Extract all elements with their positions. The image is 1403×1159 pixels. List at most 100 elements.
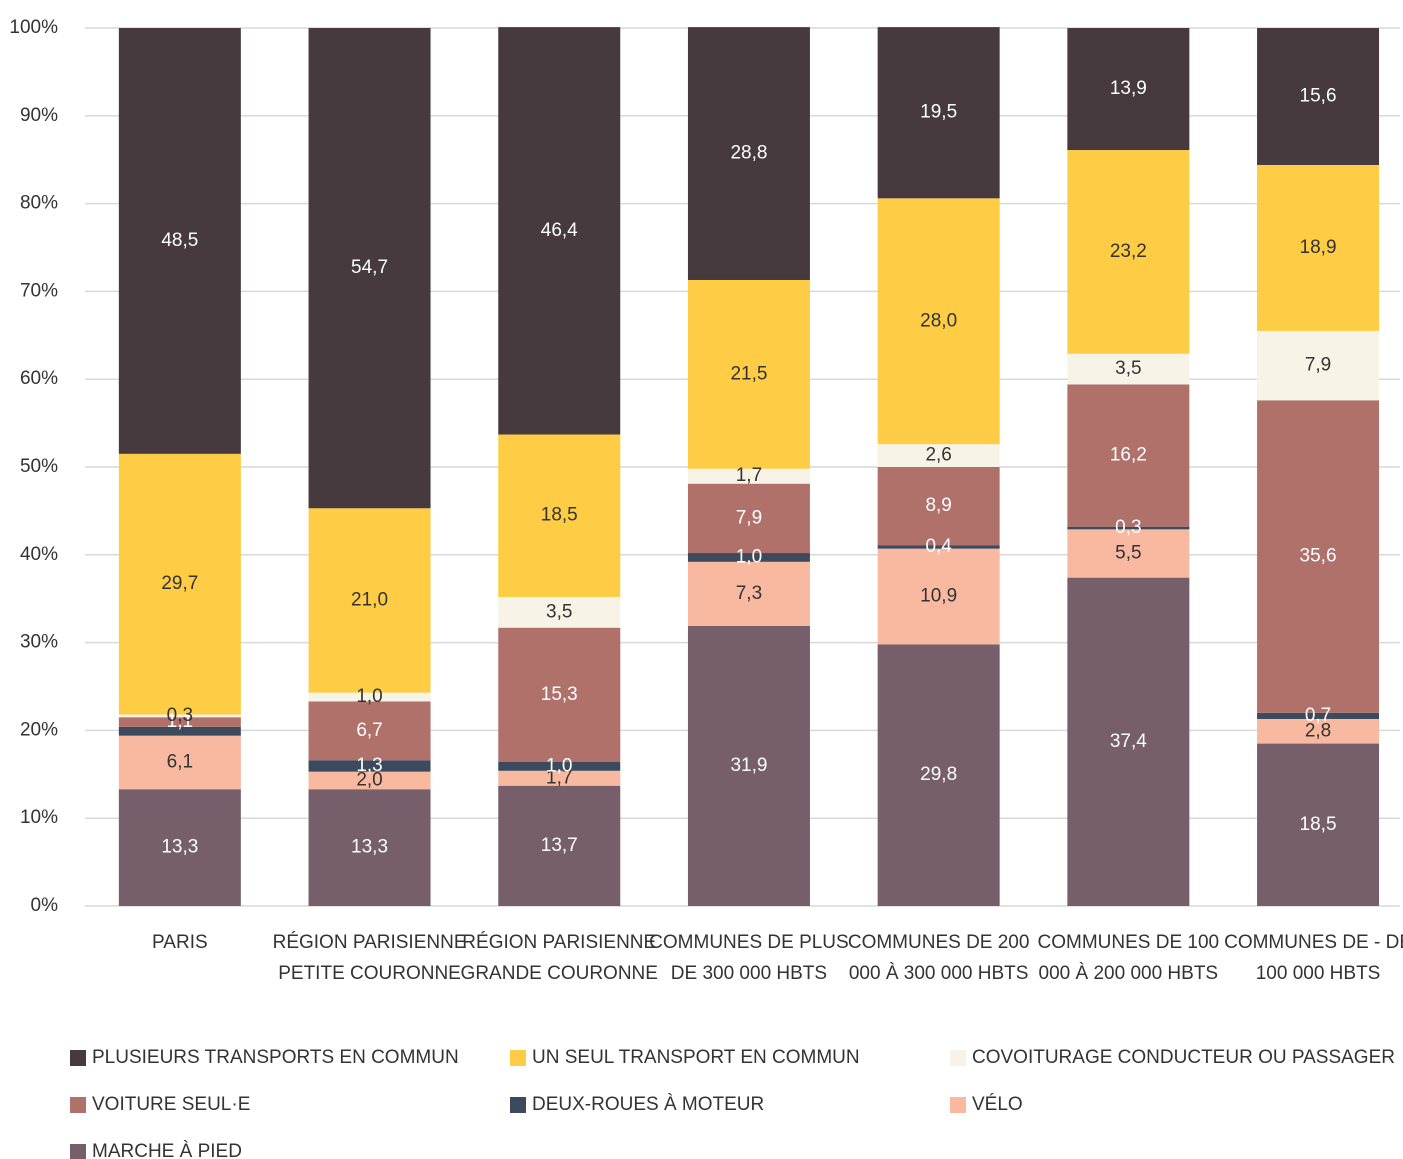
legend-swatch bbox=[70, 1050, 86, 1066]
bar-segment bbox=[877, 27, 1000, 199]
legend-swatch bbox=[510, 1097, 526, 1113]
data-label: 3,5 bbox=[1115, 358, 1141, 379]
data-label: 6,1 bbox=[167, 751, 193, 772]
data-label: 7,9 bbox=[1305, 355, 1331, 376]
bar-segment bbox=[1067, 28, 1190, 151]
data-label: 1,0 bbox=[736, 546, 762, 567]
y-tick-label: 10% bbox=[20, 807, 58, 828]
data-label: 3,5 bbox=[546, 601, 572, 622]
data-label: 13,9 bbox=[1110, 78, 1147, 99]
data-label: 15,6 bbox=[1300, 85, 1337, 106]
bar-segment bbox=[687, 483, 810, 554]
legend-label: DEUX-ROUES À MOTEUR bbox=[532, 1094, 764, 1115]
data-label: 0,3 bbox=[167, 705, 193, 726]
y-tick-label: 0% bbox=[31, 895, 59, 916]
data-label: 46,4 bbox=[541, 220, 578, 241]
data-label: 2,8 bbox=[1305, 720, 1331, 741]
data-label: 29,8 bbox=[920, 764, 957, 785]
bar-segment bbox=[498, 27, 621, 435]
data-label: 1,0 bbox=[356, 686, 382, 707]
y-tick-label: 30% bbox=[20, 632, 58, 653]
bar-segment bbox=[308, 701, 431, 761]
x-tick-line: 100 000 HBTS bbox=[1256, 963, 1381, 984]
bar-segment bbox=[118, 714, 241, 718]
y-tick-label: 50% bbox=[20, 456, 58, 477]
data-label: 1,7 bbox=[736, 465, 762, 486]
y-tick-label: 100% bbox=[9, 17, 58, 38]
bar-segment bbox=[498, 785, 621, 906]
bar-segment bbox=[1257, 743, 1380, 906]
y-tick-label: 80% bbox=[20, 193, 58, 214]
x-tick-line: RÉGION PARISIENNE bbox=[462, 932, 656, 953]
bar-segment bbox=[1257, 400, 1380, 713]
data-label: 5,5 bbox=[1115, 542, 1141, 563]
x-tick-label: COMMUNES DE 200 000 À 300 000 HBTS bbox=[848, 932, 1030, 984]
legend-label: VÉLO bbox=[972, 1094, 1023, 1115]
data-label: 7,3 bbox=[736, 583, 762, 604]
y-tick-label: 70% bbox=[20, 280, 58, 301]
data-label: 37,4 bbox=[1110, 731, 1147, 752]
bar-segment bbox=[308, 789, 431, 906]
legend-swatch bbox=[510, 1050, 526, 1066]
x-tick-label: PARIS bbox=[152, 932, 208, 953]
bar-segment bbox=[1257, 28, 1380, 165]
bar-segment bbox=[308, 771, 431, 790]
x-tick-line: 000 À 200 000 HBTS bbox=[1039, 963, 1219, 984]
data-label: 35,6 bbox=[1300, 546, 1337, 567]
bar-segment bbox=[118, 789, 241, 906]
data-label: 0,4 bbox=[925, 536, 952, 557]
x-tick-label: COMMUNES DE 100 000 À 200 000 HBTS bbox=[1038, 932, 1220, 984]
data-label: 0,7 bbox=[1305, 705, 1331, 726]
data-label: 23,2 bbox=[1110, 241, 1147, 262]
x-tick-label: COMMUNES DE PLUS DE 300 000 HBTS bbox=[649, 932, 849, 984]
bar-segment bbox=[1257, 712, 1380, 719]
bar-segment bbox=[687, 625, 810, 906]
legend-swatch bbox=[70, 1097, 86, 1113]
data-label: 15,3 bbox=[541, 684, 578, 705]
x-tick-line: COMMUNES DE 200 bbox=[848, 932, 1030, 953]
x-tick-line: GRANDE COURONNE bbox=[461, 963, 658, 984]
bar-segment bbox=[308, 760, 431, 772]
bar-segment bbox=[498, 434, 621, 597]
bar-segment bbox=[1067, 384, 1190, 527]
data-label: 29,7 bbox=[161, 573, 198, 594]
x-tick-label: RÉGION PARISIENNE GRANDE COURONNE bbox=[461, 932, 658, 984]
bar-segment bbox=[1257, 330, 1380, 401]
bar-segment bbox=[498, 762, 621, 771]
bar-segment bbox=[877, 198, 1000, 445]
bar-segment bbox=[498, 596, 621, 628]
x-tick-line: COMMUNES DE PLUS bbox=[649, 932, 849, 953]
y-tick-label: 40% bbox=[20, 544, 58, 565]
bar-segment bbox=[1067, 529, 1190, 578]
bar-segment bbox=[498, 770, 621, 786]
y-tick-label: 90% bbox=[20, 105, 58, 126]
bar-segment bbox=[1257, 164, 1380, 331]
data-label: 1,0 bbox=[546, 755, 572, 776]
bar-segment bbox=[687, 553, 810, 562]
legend-swatch bbox=[950, 1050, 966, 1066]
bar-segment bbox=[877, 444, 1000, 467]
y-tick-label: 20% bbox=[20, 719, 58, 740]
bar-segment bbox=[687, 561, 810, 626]
x-tick-line: COMMUNES DE 100 bbox=[1038, 932, 1220, 953]
x-tick-label: RÉGION PARISIENNE PETITE COURONNE bbox=[273, 932, 467, 984]
data-label: 13,3 bbox=[351, 837, 388, 858]
data-label: 21,0 bbox=[351, 589, 388, 610]
data-label: 2,6 bbox=[925, 445, 951, 466]
data-label: 18,5 bbox=[541, 505, 578, 526]
x-tick-line: COMMUNES DE - DE bbox=[1224, 932, 1403, 953]
bar-segment bbox=[308, 28, 431, 509]
bar-segment bbox=[687, 279, 810, 469]
data-label: 0,3 bbox=[1115, 517, 1141, 538]
bar-segment bbox=[877, 644, 1000, 906]
bar-segment bbox=[1067, 353, 1190, 385]
data-label: 8,9 bbox=[925, 495, 951, 516]
legend-swatch bbox=[950, 1097, 966, 1113]
legend-label: VOITURE SEUL·E bbox=[92, 1094, 250, 1115]
legend-label: UN SEUL TRANSPORT EN COMMUN bbox=[532, 1047, 860, 1068]
legend-label: PLUSIEURS TRANSPORTS EN COMMUN bbox=[92, 1047, 459, 1068]
data-label: 28,8 bbox=[730, 143, 767, 164]
bar-segment bbox=[1257, 718, 1380, 744]
legend-label: MARCHE À PIED bbox=[92, 1141, 242, 1159]
bar-segment bbox=[877, 548, 1000, 645]
